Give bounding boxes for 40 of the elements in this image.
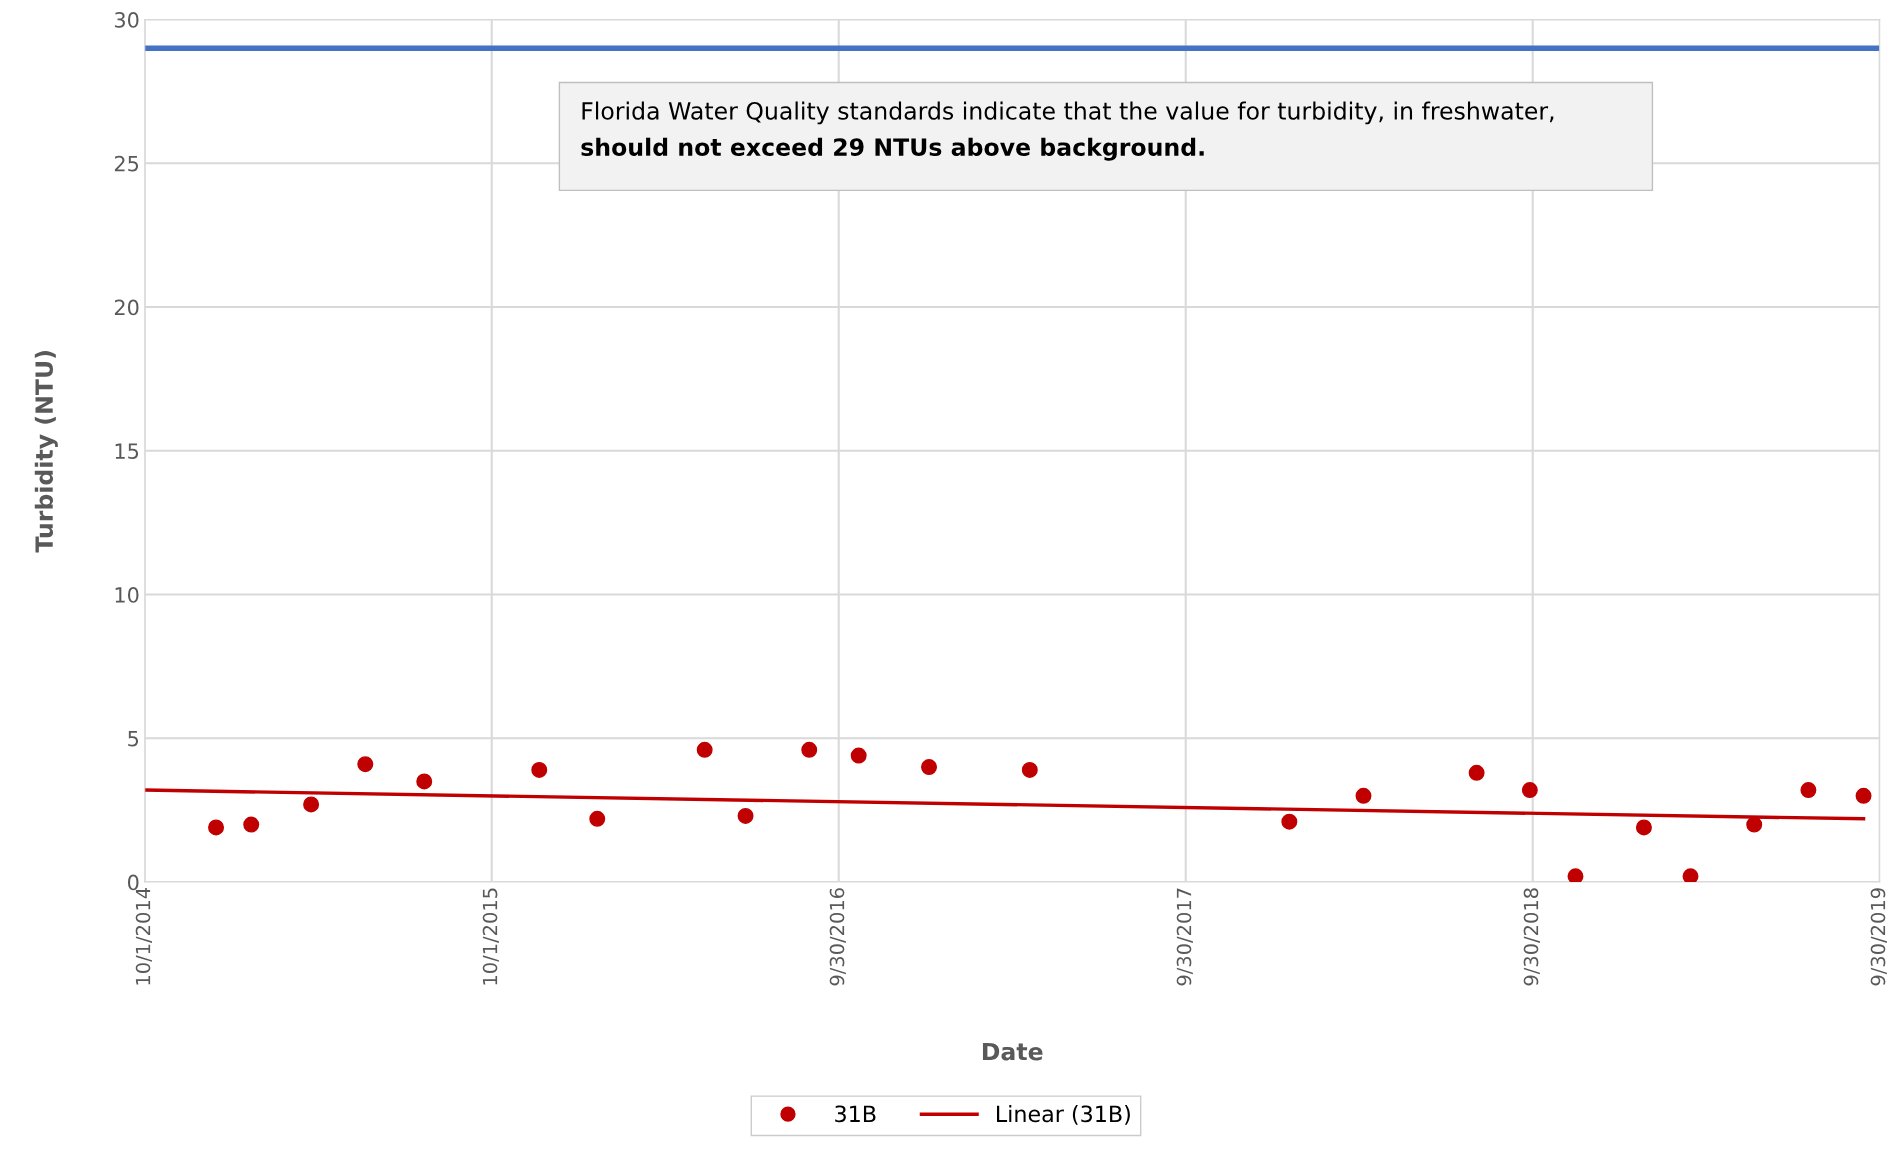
legend-label: 31B (835, 1105, 876, 1123)
point (208, 819, 225, 836)
y-axis-title: Turbidity (NTU) (34, 351, 58, 553)
y-tick-label: 25 (114, 155, 139, 172)
point (1746, 816, 1763, 833)
y-tick-label: 30 (114, 12, 139, 28)
point (1468, 764, 1485, 781)
x-axis-title: Date (982, 1042, 1043, 1061)
point (737, 807, 754, 824)
point (1635, 819, 1652, 836)
point (696, 741, 713, 758)
y-tick-label: 10 (115, 587, 139, 603)
y-tick-label: 20 (114, 299, 139, 316)
point (531, 761, 548, 778)
point (1682, 868, 1699, 883)
y-tick-label: 5 (128, 731, 139, 747)
point (921, 759, 938, 776)
x-tick-label: 9/30/2018 (1523, 888, 1540, 986)
point (1855, 787, 1872, 804)
x-tick-label: 9/30/2016 (829, 888, 846, 986)
point (1021, 761, 1038, 778)
point (303, 796, 320, 813)
annotation: Florida Water Quality standards indicate that the value for turbidity, in freshwater, (582, 101, 1554, 125)
point (416, 773, 433, 790)
x-tick-label: 10/1/2015 (482, 888, 499, 985)
point (243, 816, 260, 833)
point (1800, 782, 1817, 799)
x-tick-label: 9/30/2019 (1870, 888, 1887, 986)
point (1567, 868, 1584, 883)
point (1521, 782, 1538, 799)
y-tick-label: 15 (115, 443, 139, 460)
point (1355, 787, 1372, 804)
annotation: should not exceed 29 NTUs above background. (581, 137, 1204, 161)
point (801, 741, 818, 758)
point (357, 756, 374, 773)
x-tick-label: 9/30/2017 (1176, 888, 1193, 986)
point (589, 810, 606, 827)
legend-label: Linear (31B) (997, 1105, 1130, 1125)
point (850, 747, 867, 764)
point (1281, 813, 1298, 830)
